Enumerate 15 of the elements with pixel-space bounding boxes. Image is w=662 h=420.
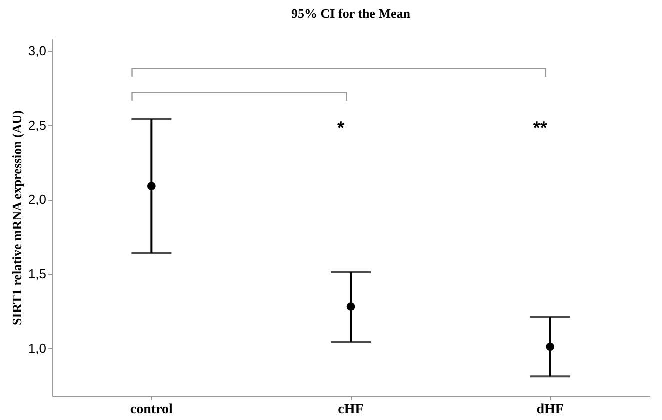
y-tick-label: 2,5 <box>28 118 46 133</box>
point <box>147 182 156 190</box>
x-tick-label: cHF <box>338 402 364 418</box>
x-tick-label: control <box>130 402 174 418</box>
point <box>346 302 356 311</box>
y-tick-label: 3,0 <box>28 43 46 58</box>
chart-title: 95% CI for the Mean <box>292 6 412 21</box>
annotation: * <box>337 118 345 138</box>
point <box>546 342 555 352</box>
annotation: ** <box>533 118 548 138</box>
y-tick-label: 2,0 <box>28 192 46 208</box>
y-tick-label: 1,0 <box>28 340 46 356</box>
y-tick-label: 1,5 <box>28 266 46 282</box>
y-axis-title: SIRT1 relative mRNA expression (AU) <box>9 110 24 326</box>
x-tick-label: dHF <box>536 402 564 418</box>
